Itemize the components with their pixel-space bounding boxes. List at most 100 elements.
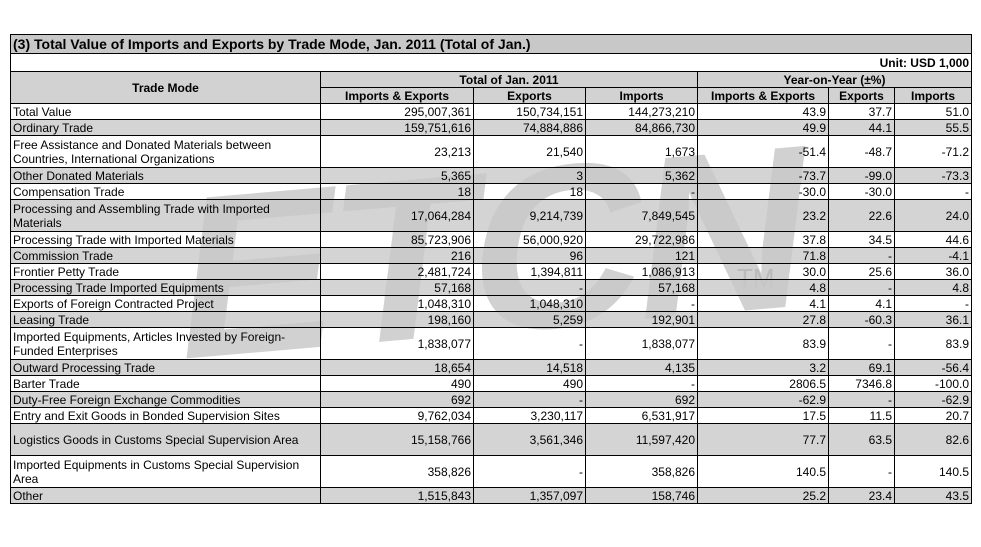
cell-trade-mode: Other	[10, 487, 321, 504]
cell-total-exports: 1,048,310	[473, 295, 586, 312]
table-row: Entry and Exit Goods in Bonded Supervisi…	[10, 407, 972, 424]
cell-total-exports: -	[473, 391, 586, 408]
cell-trade-mode: Barter Trade	[10, 375, 321, 392]
table-row: Total Value 295,007,361 150,734,151 144,273…	[10, 103, 972, 120]
cell-total-imports: 5,362	[585, 167, 698, 184]
cell-trade-mode: Imported Equipments in Customs Special S…	[10, 455, 321, 488]
cell-yoy-exports: 37.7	[828, 103, 895, 120]
table-row: Processing Trade with Imported Materials…	[10, 231, 972, 248]
cell-total-imports-exports: 198,160	[320, 311, 474, 328]
cell-total-imports-exports: 1,048,310	[320, 295, 474, 312]
cell-total-exports: 21,540	[473, 135, 586, 168]
cell-trade-mode: Compensation Trade	[10, 183, 321, 200]
header-yoy-exports: Exports	[828, 87, 895, 104]
cell-yoy-exports: 25.6	[828, 263, 895, 280]
cell-total-imports-exports: 17,064,284	[320, 199, 474, 232]
table-row: Imported Equipments, Articles Invested b…	[10, 327, 972, 360]
cell-yoy-imports-exports: -51.4	[697, 135, 829, 168]
cell-total-imports: -	[585, 295, 698, 312]
cell-yoy-exports: -	[828, 247, 895, 264]
cell-yoy-imports: 36.0	[894, 263, 972, 280]
cell-yoy-exports: -	[828, 391, 895, 408]
cell-total-imports-exports: 1,515,843	[320, 487, 474, 504]
cell-yoy-imports-exports: 23.2	[697, 199, 829, 232]
cell-yoy-imports-exports: 77.7	[697, 423, 829, 456]
header-trade-mode: Trade Mode	[10, 71, 321, 104]
cell-total-exports: 74,884,886	[473, 119, 586, 136]
cell-yoy-imports-exports: -73.7	[697, 167, 829, 184]
cell-trade-mode: Total Value	[10, 103, 321, 120]
table-row: Leasing Trade 198,160 5,259 192,901 27.8 -60.…	[10, 311, 972, 328]
cell-yoy-exports: 23.4	[828, 487, 895, 504]
cell-yoy-imports: -71.2	[894, 135, 972, 168]
table-row: Compensation Trade 18 18- -30.0 -30.0-	[10, 183, 972, 200]
cell-yoy-imports: 55.5	[894, 119, 972, 136]
table-row: Outward Processing Trade 18,654 14,518 4,13…	[10, 359, 972, 376]
cell-total-exports: 5,259	[473, 311, 586, 328]
header-total-imports: Imports	[585, 87, 698, 104]
cell-total-exports: 3,561,346	[473, 423, 586, 456]
table-row: Imported Equipments in Customs Special S…	[10, 455, 972, 488]
cell-yoy-imports: 4.8	[894, 279, 972, 296]
cell-total-imports: 7,849,545	[585, 199, 698, 232]
cell-yoy-imports-exports: 37.8	[697, 231, 829, 248]
cell-total-imports: 692	[585, 391, 698, 408]
cell-total-imports: 358,826	[585, 455, 698, 488]
cell-total-imports-exports: 57,168	[320, 279, 474, 296]
cell-trade-mode: Ordinary Trade	[10, 119, 321, 136]
cell-trade-mode: Frontier Petty Trade	[10, 263, 321, 280]
cell-total-imports-exports: 23,213	[320, 135, 474, 168]
cell-total-imports: 1,673	[585, 135, 698, 168]
cell-total-imports-exports: 358,826	[320, 455, 474, 488]
cell-total-imports-exports: 18	[320, 183, 474, 200]
cell-total-imports: 144,273,210	[585, 103, 698, 120]
table-row: Commission Trade 216 96 121 71.8- -4.1	[10, 247, 972, 264]
cell-yoy-imports-exports: 30.0	[697, 263, 829, 280]
cell-yoy-imports-exports: -30.0	[697, 183, 829, 200]
cell-yoy-imports: -56.4	[894, 359, 972, 376]
cell-yoy-exports: 7346.8	[828, 375, 895, 392]
cell-yoy-imports-exports: 3.2	[697, 359, 829, 376]
cell-trade-mode: Logistics Goods in Customs Special Super…	[10, 423, 321, 456]
cell-total-exports: -	[473, 327, 586, 360]
cell-yoy-imports: -100.0	[894, 375, 972, 392]
cell-total-exports: 150,734,151	[473, 103, 586, 120]
cell-yoy-exports: 69.1	[828, 359, 895, 376]
cell-total-imports-exports: 692	[320, 391, 474, 408]
cell-total-imports: 1,086,913	[585, 263, 698, 280]
cell-total-imports-exports: 295,007,361	[320, 103, 474, 120]
cell-yoy-imports: 24.0	[894, 199, 972, 232]
cell-total-imports-exports: 5,365	[320, 167, 474, 184]
cell-yoy-imports: 51.0	[894, 103, 972, 120]
cell-yoy-imports: 83.9	[894, 327, 972, 360]
cell-yoy-imports: -62.9	[894, 391, 972, 408]
table-row: Logistics Goods in Customs Special Super…	[10, 423, 972, 456]
cell-total-exports: 9,214,739	[473, 199, 586, 232]
cell-total-imports-exports: 18,654	[320, 359, 474, 376]
cell-yoy-exports: -99.0	[828, 167, 895, 184]
cell-yoy-imports: -	[894, 295, 972, 312]
cell-total-imports: 192,901	[585, 311, 698, 328]
cell-trade-mode: Processing Trade Imported Equipments	[10, 279, 321, 296]
cell-total-exports: 56,000,920	[473, 231, 586, 248]
cell-yoy-imports: -	[894, 183, 972, 200]
cell-total-imports: 1,838,077	[585, 327, 698, 360]
cell-total-exports: 1,394,811	[473, 263, 586, 280]
table-row: Processing and Assembling Trade with Imp…	[10, 199, 972, 232]
cell-total-imports-exports: 1,838,077	[320, 327, 474, 360]
table-row: Processing Trade Imported Equipments 57,1…	[10, 279, 972, 296]
cell-total-imports-exports: 216	[320, 247, 474, 264]
cell-yoy-exports: 44.1	[828, 119, 895, 136]
table-row: Exports of Foreign Contracted Project 1,0…	[10, 295, 972, 312]
header-yoy-imports-exports: Imports & Exports	[697, 87, 829, 104]
cell-yoy-imports-exports: 4.1	[697, 295, 829, 312]
cell-trade-mode: Other Donated Materials	[10, 167, 321, 184]
table-title: (3) Total Value of Imports and Exports b…	[10, 34, 972, 54]
cell-yoy-imports: 44.6	[894, 231, 972, 248]
cell-trade-mode: Exports of Foreign Contracted Project	[10, 295, 321, 312]
cell-trade-mode: Imported Equipments, Articles Invested b…	[10, 327, 321, 360]
cell-total-imports: 84,866,730	[585, 119, 698, 136]
cell-total-imports: 121	[585, 247, 698, 264]
cell-trade-mode: Processing Trade with Imported Materials	[10, 231, 321, 248]
cell-yoy-imports-exports: -62.9	[697, 391, 829, 408]
